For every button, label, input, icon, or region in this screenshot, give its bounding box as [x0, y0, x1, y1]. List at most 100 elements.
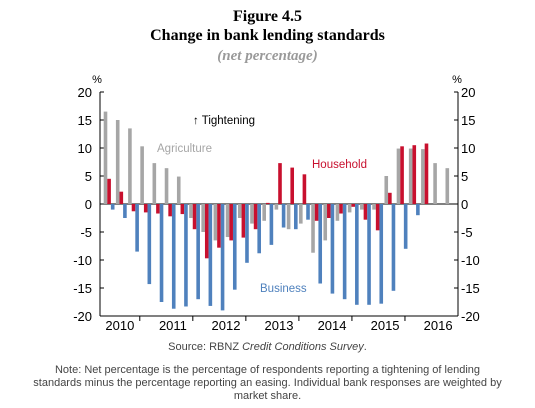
x-year-label: 2016: [424, 318, 453, 333]
bar-agriculture: [286, 204, 291, 230]
chart-bars: [103, 111, 450, 311]
bar-household: [253, 204, 258, 230]
bar-household: [229, 204, 233, 241]
bar-household: [424, 143, 429, 204]
bar-agriculture: [152, 163, 157, 204]
bar-business: [367, 204, 371, 305]
bar-business: [147, 204, 152, 285]
x-year-label: 2010: [105, 318, 134, 333]
y-tick-label-left: 0: [85, 197, 92, 212]
y-tick-label-right: 10: [461, 141, 475, 156]
y-tick-label-left: -10: [73, 253, 92, 268]
chart-note: Note: Net percentage is the percentage o…: [33, 364, 502, 402]
bar-agriculture: [421, 149, 425, 204]
bar-agriculture: [347, 204, 352, 213]
bar-household: [180, 204, 185, 215]
bar-agriculture: [360, 204, 364, 210]
bar-business: [135, 204, 139, 252]
y-tick-label-left: 15: [78, 113, 92, 128]
bar-household: [375, 204, 380, 231]
bar-household: [265, 202, 270, 204]
bar-agriculture: [213, 204, 218, 241]
source-prefix: Source: RBNZ: [168, 341, 243, 353]
y-tick-label-left: -15: [73, 281, 92, 296]
bar-agriculture: [323, 204, 328, 241]
bar-agriculture: [115, 120, 120, 204]
x-year-label: 2013: [265, 318, 294, 333]
figure-number: Figure 4.5: [232, 8, 303, 25]
bar-agriculture: [408, 148, 413, 204]
bar-agriculture: [274, 204, 279, 210]
bar-household: [388, 192, 392, 204]
bar-household: [168, 204, 172, 217]
y-tick-label-left: -20: [73, 309, 92, 324]
bar-agriculture: [164, 168, 169, 204]
bar-household: [327, 204, 331, 218]
bar-household: [143, 204, 148, 213]
bar-business: [294, 204, 298, 230]
bar-business: [208, 204, 213, 306]
bar-agriculture: [384, 176, 389, 204]
bar-household: [204, 204, 209, 259]
bar-household: [314, 204, 319, 221]
bar-household: [156, 204, 160, 214]
series-label-household: Household: [312, 159, 367, 171]
bar-business: [123, 204, 127, 218]
bar-business: [184, 204, 188, 307]
bar-business: [403, 204, 408, 249]
bar-agriculture: [311, 204, 315, 253]
x-year-label: 2015: [371, 318, 400, 333]
source-title: Credit Conditions Survey: [242, 341, 364, 353]
x-year-label: 2012: [212, 318, 241, 333]
bar-agriculture: [176, 176, 181, 204]
source-line: Source: RBNZ Credit Conditions Survey.: [0, 341, 535, 353]
bar-business: [257, 204, 261, 254]
bar-household: [131, 204, 136, 212]
bar-business: [281, 204, 286, 228]
x-year-label: 2011: [159, 318, 187, 333]
y-tick-label-right: -15: [461, 281, 480, 296]
bar-business: [196, 204, 200, 300]
bar-business: [232, 204, 237, 290]
y-tick-label-right: 20: [461, 85, 475, 100]
bar-agriculture: [237, 204, 242, 218]
bar-household: [351, 204, 356, 207]
bar-business: [110, 204, 115, 210]
bar-agriculture: [335, 204, 340, 221]
bar-household: [290, 167, 295, 204]
bar-household: [192, 204, 197, 230]
y-axis-unit-right: %: [452, 74, 462, 86]
x-year-label: 2014: [318, 318, 347, 333]
bar-household: [363, 204, 368, 220]
series-label-agriculture: Agriculture: [157, 143, 212, 155]
bar-business: [245, 204, 249, 263]
bar-agriculture: [140, 146, 144, 204]
y-axis-unit-left: %: [92, 74, 102, 86]
y-tick-label-right: 0: [461, 197, 468, 212]
bar-agriculture: [189, 204, 193, 218]
tightening-annotation: ↑ Tightening: [193, 115, 255, 127]
y-tick-label-right: 5: [461, 169, 468, 184]
series-label-business: Business: [260, 283, 307, 295]
y-tick-label-left: 5: [85, 169, 92, 184]
bar-household: [400, 146, 404, 204]
bar-agriculture: [128, 128, 132, 204]
y-tick-label-left: 20: [78, 85, 92, 100]
bar-business: [306, 204, 310, 220]
bar-business: [416, 204, 420, 216]
bar-agriculture: [262, 204, 266, 221]
bar-household: [339, 204, 343, 214]
bar-agriculture: [250, 204, 254, 224]
figure-title: Change in bank lending standards: [150, 27, 385, 44]
bar-household: [119, 191, 124, 204]
y-tick-label-left: -5: [80, 225, 92, 240]
bar-business: [391, 204, 396, 291]
bar-agriculture: [396, 148, 401, 204]
figure-subtitle: (net percentage): [217, 48, 318, 64]
bar-business: [269, 204, 274, 245]
y-tick-label-right: -20: [461, 309, 480, 324]
bar-business: [159, 204, 164, 302]
bar-household: [217, 204, 221, 248]
